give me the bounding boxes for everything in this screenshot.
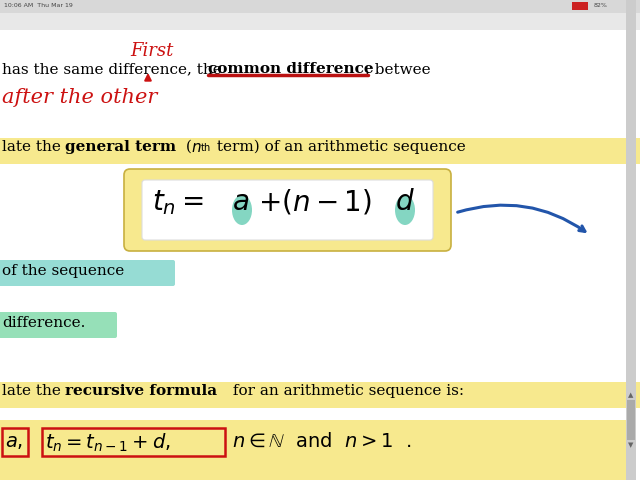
Text: $n$: $n$ xyxy=(191,140,202,155)
Text: late the: late the xyxy=(2,384,66,398)
Text: ▼: ▼ xyxy=(628,442,634,448)
FancyBboxPatch shape xyxy=(0,312,117,338)
Bar xyxy=(0,13,640,30)
Bar xyxy=(0,420,630,480)
Text: after the other: after the other xyxy=(2,88,157,107)
Text: $+(n-1)$: $+(n-1)$ xyxy=(258,188,372,217)
Text: $a,$: $a,$ xyxy=(5,432,23,451)
Bar xyxy=(572,2,588,10)
Text: for an arithmetic sequence is:: for an arithmetic sequence is: xyxy=(228,384,464,398)
Bar xyxy=(0,0,640,13)
Text: $\mathregular{th}$: $\mathregular{th}$ xyxy=(200,141,211,153)
FancyBboxPatch shape xyxy=(142,180,433,240)
Text: First: First xyxy=(130,42,173,60)
Ellipse shape xyxy=(232,195,252,225)
Text: 82%: 82% xyxy=(594,3,608,8)
Bar xyxy=(42,428,225,456)
Text: term) of an arithmetic sequence: term) of an arithmetic sequence xyxy=(212,140,466,155)
Text: has the same difference, the: has the same difference, the xyxy=(2,62,227,76)
Text: $d$: $d$ xyxy=(395,188,415,216)
Bar xyxy=(2,428,28,456)
FancyBboxPatch shape xyxy=(124,169,451,251)
Text: $t_n = t_{n-1} + d,$: $t_n = t_{n-1} + d,$ xyxy=(45,432,171,454)
Text: , betwee: , betwee xyxy=(365,62,431,76)
Text: of the sequence: of the sequence xyxy=(2,264,124,278)
Text: common difference: common difference xyxy=(208,62,374,76)
Bar xyxy=(0,138,640,164)
Bar xyxy=(626,0,636,480)
Text: ▲: ▲ xyxy=(628,392,634,398)
Text: 10:06 AM  Thu Mar 19: 10:06 AM Thu Mar 19 xyxy=(4,3,73,8)
Text: $n \in \mathbb{N}$  and  $n > 1$  .: $n \in \mathbb{N}$ and $n > 1$ . xyxy=(232,432,412,451)
Text: difference.: difference. xyxy=(2,316,85,330)
Bar xyxy=(627,400,635,440)
Text: $a$: $a$ xyxy=(232,188,249,216)
Text: (: ( xyxy=(181,140,192,154)
Ellipse shape xyxy=(395,195,415,225)
Text: $t_n = $: $t_n = $ xyxy=(152,188,204,217)
Bar xyxy=(0,382,640,408)
Text: late the: late the xyxy=(2,140,66,154)
Text: recursive formula: recursive formula xyxy=(65,384,217,398)
Text: general term: general term xyxy=(65,140,176,154)
FancyBboxPatch shape xyxy=(0,260,175,286)
